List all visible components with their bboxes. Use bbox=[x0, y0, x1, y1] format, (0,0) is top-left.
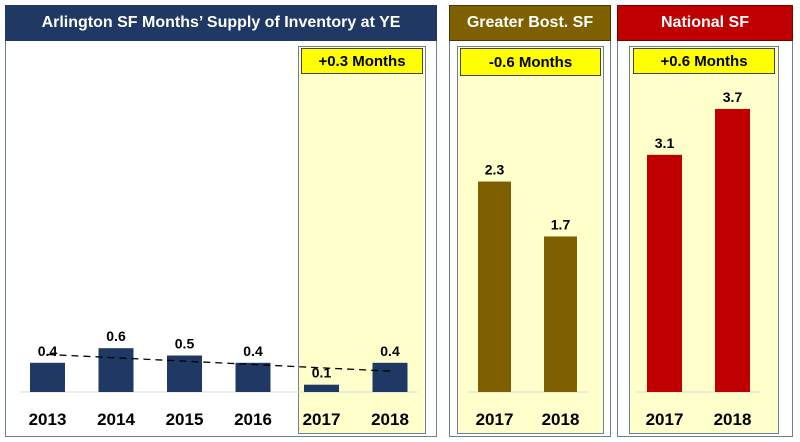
arlington-bar-2017 bbox=[304, 384, 339, 392]
greater-boston-bar-chart: 2.3 2017 1.7 2018 bbox=[468, 162, 587, 429]
arlington-bar-chart: 0.420130.620140.520150.420160.120170.420… bbox=[20, 328, 418, 429]
arlington-category-label-2017: 2017 bbox=[303, 410, 341, 429]
national-bar-2018 bbox=[715, 108, 750, 392]
national-category-label-2017: 2017 bbox=[646, 410, 684, 429]
arlington-bar-2013 bbox=[30, 362, 65, 392]
national-value-label-2018: 3.7 bbox=[723, 89, 743, 105]
arlington-bar-2018 bbox=[372, 362, 408, 392]
arlington-category-label-2018: 2018 bbox=[371, 410, 409, 429]
arlington-value-label-2014: 0.6 bbox=[106, 328, 126, 344]
national-change-callout: +0.6 Months bbox=[633, 48, 775, 74]
greater-boston-value-label-2017: 2.3 bbox=[485, 162, 505, 178]
arlington-panel: Arlington SF Months’ Supply of Inventory… bbox=[5, 5, 437, 437]
arlington-trendline bbox=[47, 353, 391, 372]
greater-boston-category-label-2017: 2017 bbox=[476, 410, 514, 429]
arlington-category-label-2016: 2016 bbox=[234, 410, 272, 429]
greater-boston-category-label-2018: 2018 bbox=[542, 410, 580, 429]
greater-boston-bar-2017 bbox=[478, 181, 511, 392]
arlington-category-label-2014: 2014 bbox=[97, 410, 135, 429]
arlington-chart-title: Arlington SF Months’ Supply of Inventory… bbox=[5, 5, 437, 41]
national-category-label-2018: 2018 bbox=[714, 410, 752, 429]
greater-boston-panel: Greater Bost. SF -0.6 Months 2.3 2017 1.7 2… bbox=[449, 5, 611, 437]
national-bar-chart: 3.1 2017 3.7 2018 bbox=[637, 89, 760, 429]
national-chart-title: National SF bbox=[617, 5, 793, 41]
arlington-category-label-2013: 2013 bbox=[29, 410, 67, 429]
greater-boston-change-callout: -0.6 Months bbox=[460, 48, 601, 76]
arlington-bar-2014 bbox=[98, 348, 134, 392]
arlington-value-label-2016: 0.4 bbox=[243, 343, 263, 359]
arlington-bar-2016 bbox=[235, 362, 271, 392]
arlington-value-label-2013: 0.4 bbox=[38, 343, 58, 359]
greater-boston-chart-title: Greater Bost. SF bbox=[449, 5, 611, 41]
arlington-value-label-2018: 0.4 bbox=[380, 343, 400, 359]
greater-boston-bar-2018 bbox=[544, 236, 577, 392]
greater-boston-value-label-2018: 1.7 bbox=[551, 216, 571, 232]
arlington-value-label-2015: 0.5 bbox=[175, 336, 195, 352]
arlington-change-callout: +0.3 Months bbox=[301, 48, 423, 74]
national-bar-2017 bbox=[647, 154, 682, 392]
national-value-label-2017: 3.1 bbox=[655, 135, 675, 151]
national-panel: National SF +0.6 Months 3.1 2017 3.7 2018 bbox=[617, 5, 793, 437]
arlington-category-label-2015: 2015 bbox=[166, 410, 204, 429]
